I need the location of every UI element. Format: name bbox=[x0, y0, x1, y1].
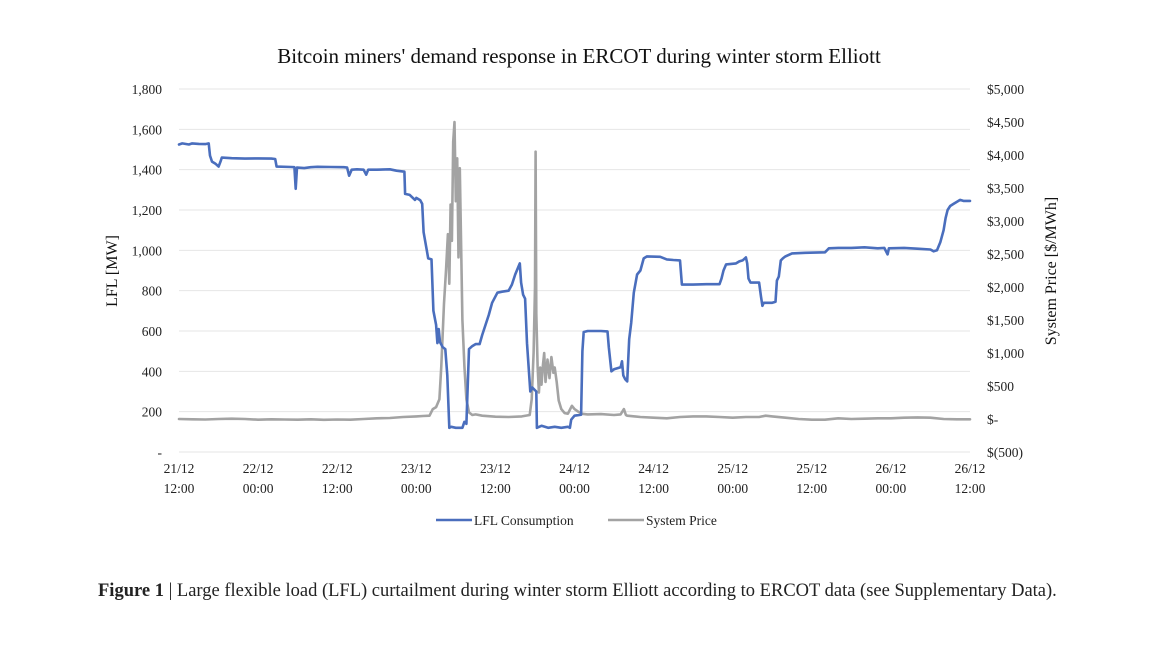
y-tick-label: 200 bbox=[142, 405, 163, 420]
y-tick-label: 600 bbox=[142, 324, 163, 339]
y-tick-label: 1,400 bbox=[132, 163, 163, 178]
series-lines bbox=[177, 120, 972, 430]
y2-tick-label: $3,500 bbox=[987, 181, 1024, 196]
y2-tick-label: $3,000 bbox=[987, 214, 1024, 229]
y2-tick-label: $- bbox=[987, 412, 999, 427]
x-tick-label: 00:00 bbox=[401, 481, 432, 496]
y2-tick-label: $2,500 bbox=[987, 247, 1024, 262]
y-tick-label: 1,600 bbox=[132, 122, 163, 137]
caption-label: Figure 1 bbox=[98, 581, 164, 601]
caption-text: Large flexible load (LFL) curtailment du… bbox=[176, 581, 1057, 601]
y2-tick-label: $2,000 bbox=[987, 280, 1024, 295]
x-tick-label: 12:00 bbox=[164, 481, 195, 496]
x-tick-label: 22/12 bbox=[243, 461, 274, 476]
x-tick-label: 12:00 bbox=[322, 481, 353, 496]
y-tick-label: 400 bbox=[142, 364, 163, 379]
x-tick-label: 22/12 bbox=[322, 461, 353, 476]
legend: LFL Consumption System Price bbox=[436, 513, 717, 528]
y2-tick-label: $4,500 bbox=[987, 115, 1024, 130]
x-axis-tick-labels: 21/12 12:00 22/12 00:00 22/12 12:00 23/12 00:00… bbox=[164, 461, 986, 496]
y2-tick-label: $(500) bbox=[987, 445, 1023, 460]
x-tick-label: 12:00 bbox=[638, 481, 669, 496]
y-tick-label: - bbox=[158, 445, 163, 460]
right-axis-tick-labels: $(500) $- $500 $1,000 $1,500 $2,000 $2,500 $3,0… bbox=[987, 82, 1024, 460]
legend-label-system-price: System Price bbox=[646, 513, 717, 528]
left-axis-tick-labels: - 200 400 600 800 1,000 1,200 1,400 1,600 1,800 bbox=[132, 82, 163, 460]
y-axis-label: LFL [MW] bbox=[104, 235, 121, 307]
x-tick-label: 12:00 bbox=[796, 481, 827, 496]
y2-axis-label: System Price [$/MWh] bbox=[1043, 197, 1060, 345]
x-tick-label: 21/12 bbox=[164, 461, 195, 476]
legend-label-lfl-consumption: LFL Consumption bbox=[474, 513, 574, 528]
chart-title: Bitcoin miners' demand response in ERCOT… bbox=[277, 44, 881, 68]
x-tick-label: 00:00 bbox=[243, 481, 274, 496]
y2-tick-label: $1,000 bbox=[987, 346, 1024, 361]
y2-tick-label: $4,000 bbox=[987, 148, 1024, 163]
y-tick-label: 1,800 bbox=[132, 82, 163, 97]
chart: Bitcoin miners' demand response in ERCOT… bbox=[104, 44, 1060, 528]
y2-tick-label: $1,500 bbox=[987, 313, 1024, 328]
y-tick-label: 800 bbox=[142, 284, 163, 299]
x-tick-label: 23/12 bbox=[480, 461, 511, 476]
x-tick-label: 24/12 bbox=[638, 461, 669, 476]
x-tick-label: 26/12 bbox=[955, 461, 986, 476]
x-tick-label: 25/12 bbox=[717, 461, 748, 476]
y-tick-label: 1,000 bbox=[132, 243, 163, 258]
x-tick-label: 00:00 bbox=[559, 481, 590, 496]
figure-caption: Figure 1 | Large flexible load (LFL) cur… bbox=[98, 574, 1064, 608]
x-tick-label: 25/12 bbox=[796, 461, 827, 476]
x-tick-label: 00:00 bbox=[876, 481, 907, 496]
system-price-line bbox=[177, 120, 972, 422]
y2-tick-label: $5,000 bbox=[987, 82, 1024, 97]
x-tick-label: 26/12 bbox=[876, 461, 907, 476]
x-tick-label: 12:00 bbox=[955, 481, 986, 496]
y2-tick-label: $500 bbox=[987, 379, 1014, 394]
x-tick-label: 00:00 bbox=[717, 481, 748, 496]
x-tick-label: 12:00 bbox=[480, 481, 511, 496]
x-tick-label: 23/12 bbox=[401, 461, 432, 476]
x-tick-label: 24/12 bbox=[559, 461, 590, 476]
caption-separator: | bbox=[163, 581, 177, 601]
gridlines bbox=[179, 88, 970, 453]
lfl-consumption-line bbox=[177, 142, 972, 430]
y-tick-label: 1,200 bbox=[132, 203, 163, 218]
